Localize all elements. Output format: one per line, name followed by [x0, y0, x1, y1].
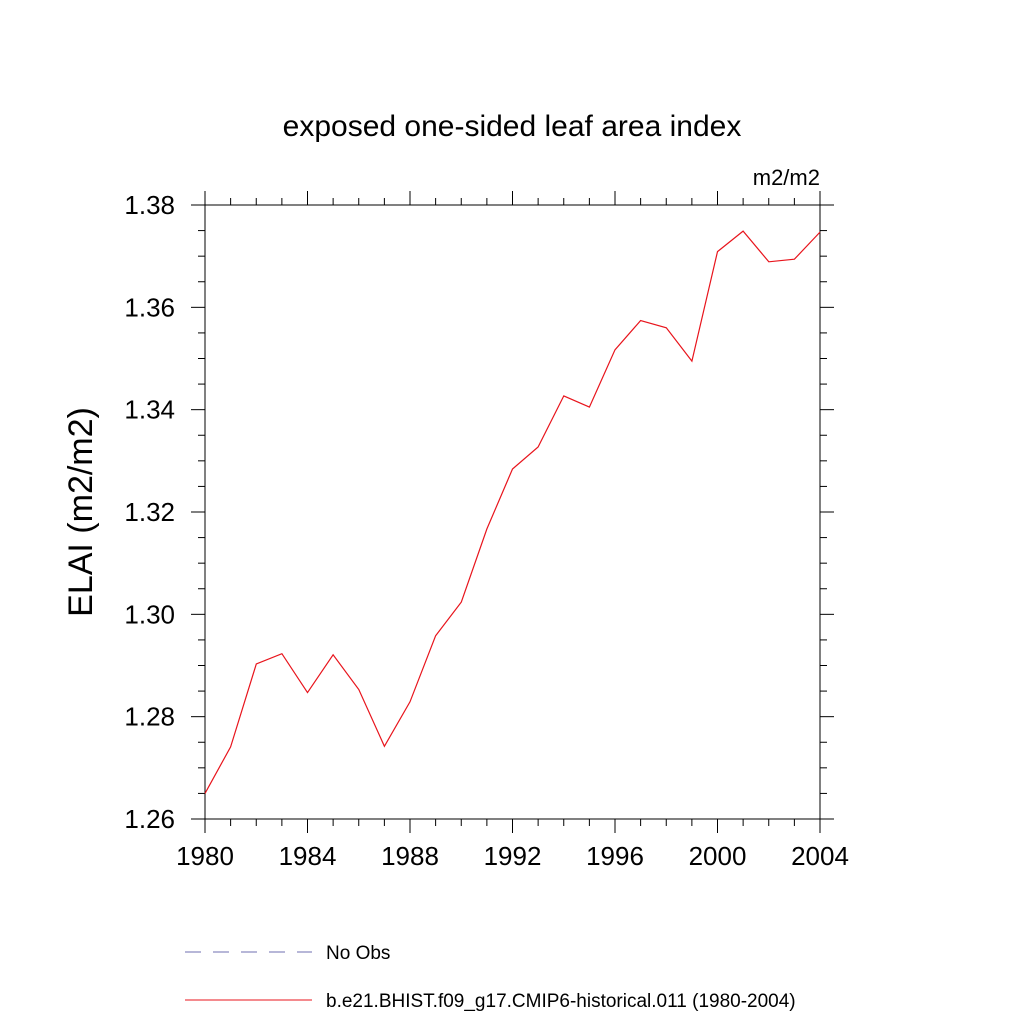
- chart-title: exposed one-sided leaf area index: [283, 110, 742, 143]
- x-tick-label: 1996: [586, 841, 644, 871]
- legend-label: b.e21.BHIST.f09_g17.CMIP6-historical.011…: [326, 991, 796, 1012]
- series-lines: [204, 230, 821, 794]
- y-tick-label: 1.38: [124, 190, 175, 220]
- y-tick-label: 1.30: [124, 599, 175, 629]
- x-tick-label: 2004: [791, 841, 849, 871]
- axis-ticks: [191, 191, 834, 833]
- legend-label: No Obs: [326, 943, 390, 964]
- y-tick-label: 1.34: [124, 395, 175, 425]
- y-tick-label: 1.36: [124, 292, 175, 322]
- y-axis-label: ELAI (m2/m2): [62, 407, 100, 617]
- plot-frame: [204, 204, 821, 820]
- y-tick-label: 1.28: [124, 702, 175, 732]
- x-tick-label: 1988: [381, 841, 439, 871]
- axis-tick-labels: 1980 1984 1988 1992 1996 2000 2004 1.26 1.28 1.30…: [124, 190, 849, 871]
- x-tick-label: 1984: [279, 841, 337, 871]
- x-tick-label: 2000: [689, 841, 747, 871]
- x-tick-label: 1992: [484, 841, 542, 871]
- x-tick-label: 1980: [176, 841, 234, 871]
- y-tick-label: 1.26: [124, 804, 175, 834]
- series-line: [204, 230, 821, 794]
- legend: No Obs b.e21.BHIST.f09_g17.CMIP6-historic…: [185, 943, 796, 1012]
- y-tick-label: 1.32: [124, 497, 175, 527]
- units-label: m2/m2: [753, 165, 820, 190]
